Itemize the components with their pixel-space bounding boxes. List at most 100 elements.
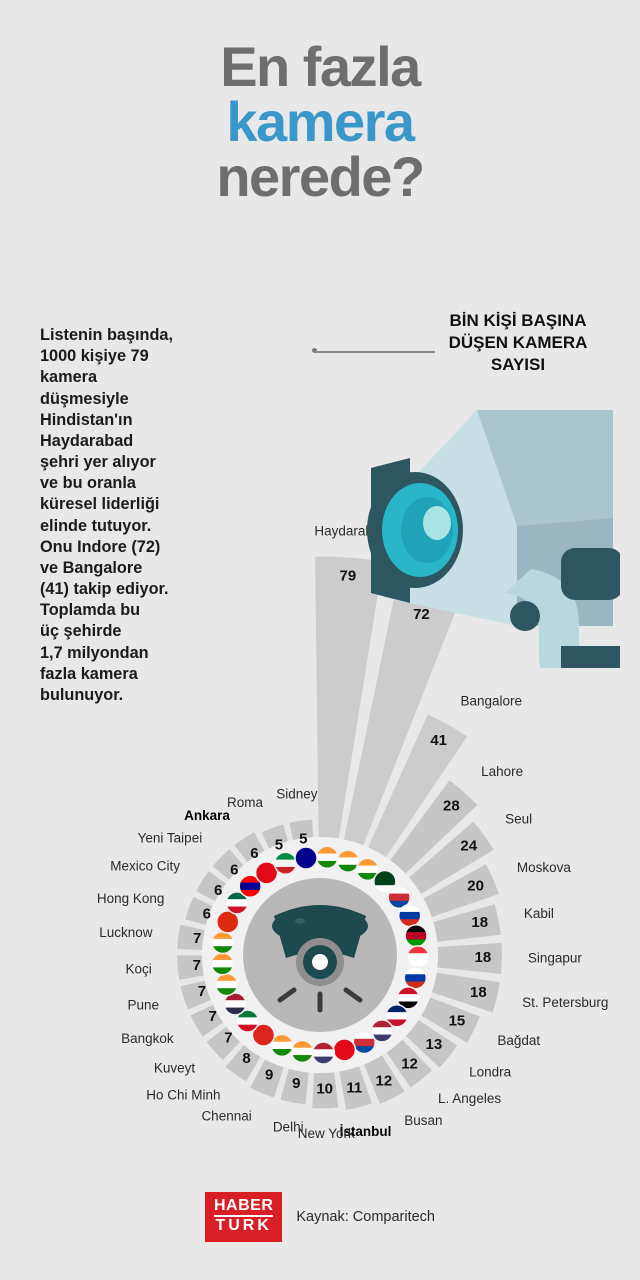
country-flag-icon [225, 891, 249, 915]
center-disc [202, 837, 438, 1073]
bar-wedge[interactable] [315, 556, 384, 839]
bar-city-label: Ankara [184, 808, 230, 823]
country-flag-icon [387, 885, 411, 909]
cctv-camera-illustration [367, 410, 620, 668]
country-flag-icon [214, 972, 239, 997]
page-title: En fazla kamera nerede? [0, 35, 640, 205]
bar-wedge[interactable] [423, 864, 499, 917]
bar-city-label: Yeni Taipei [138, 831, 203, 846]
country-flag-icon [404, 924, 428, 948]
bar-wedge[interactable] [386, 1039, 432, 1088]
bar-wedge[interactable] [250, 1059, 284, 1098]
bar-wedge[interactable] [390, 780, 478, 874]
bar-value-label: 18 [475, 949, 492, 966]
bar-wedge[interactable] [312, 1072, 339, 1109]
bar-city-label: Bangkok [121, 1031, 174, 1046]
country-flag-icon [397, 903, 422, 928]
bar-wedge[interactable] [289, 819, 314, 841]
footer: HABER TURK Kaynak: Comparitech [0, 1192, 640, 1242]
bar-city-label: New York [298, 1126, 355, 1141]
bar-value-label: 7 [224, 1029, 232, 1046]
bar-wedge[interactable] [431, 972, 500, 1013]
country-flag-icon [215, 910, 240, 934]
title-line-2: kamera [226, 89, 415, 153]
bar-value-label: 5 [299, 830, 307, 847]
country-flag-icon [211, 930, 235, 955]
title-line-1: En fazla [220, 35, 421, 98]
bar-city-label: Mexico City [110, 859, 180, 874]
bar-value-label: 24 [460, 837, 477, 854]
bar-value-label: 6 [250, 845, 258, 862]
bar-value-label: 12 [401, 1056, 418, 1073]
bar-wedge[interactable] [433, 904, 501, 942]
bar-wedge[interactable] [212, 849, 244, 880]
bar-wedge[interactable] [339, 1066, 372, 1110]
bar-value-label: 7 [198, 983, 206, 1000]
bar-wedge[interactable] [190, 1004, 224, 1037]
flag-ring [210, 845, 430, 1065]
leader-dot [312, 348, 317, 353]
bar-value-label: 20 [467, 878, 484, 895]
bar-city-label: Busan [404, 1113, 442, 1128]
bar-city-label: Chennai [201, 1109, 251, 1124]
bar-wedge[interactable] [421, 997, 480, 1043]
logo-line-1: HABER [213, 1197, 274, 1218]
country-flag-icon [254, 861, 279, 885]
bar-value-label: 5 [275, 837, 283, 854]
bar-wedge[interactable] [206, 1026, 240, 1060]
bar-city-label: Bangalore [461, 693, 523, 708]
bar-wedge[interactable] [180, 980, 211, 1010]
bar-wedge[interactable] [225, 1045, 261, 1082]
bar-wedge[interactable] [261, 824, 289, 849]
bar-value-label: 6 [230, 862, 238, 879]
country-flag-icon [370, 1019, 394, 1043]
bar-wedge[interactable] [343, 589, 458, 846]
bar-city-label: İstanbul [340, 1124, 392, 1139]
label-group: 79Haydarabad72Indore41Bangalore28Lahore2… [97, 523, 609, 1141]
country-flag-icon [270, 1033, 294, 1058]
bar-city-label: St. Petersburg [522, 995, 608, 1010]
country-flag-icon [332, 1038, 357, 1062]
bar-wedge[interactable] [196, 871, 226, 902]
bar-wedge[interactable] [368, 714, 468, 858]
bar-value-label: 6 [214, 882, 222, 899]
bar-wedge[interactable] [185, 896, 213, 925]
bar-city-label: Lucknow [99, 925, 153, 940]
country-flag-icon [235, 1009, 260, 1033]
country-flag-icon [238, 874, 262, 898]
bar-city-label: Lahore [481, 764, 523, 779]
bar-wedge[interactable] [364, 1055, 405, 1104]
bar-wedge[interactable] [280, 1068, 309, 1105]
country-flag-icon [385, 1004, 409, 1028]
bar-value-label: 79 [339, 568, 356, 585]
bar-city-label: Kabil [524, 906, 554, 921]
bar-value-label: 11 [346, 1080, 362, 1097]
country-flag-icon [396, 986, 420, 1010]
country-flag-icon [251, 1023, 276, 1047]
haberturk-logo[interactable]: HABER TURK [204, 1192, 283, 1242]
bar-value-label: 28 [443, 797, 460, 814]
bar-value-label: 15 [449, 1013, 466, 1030]
bar-value-label: 8 [242, 1050, 250, 1067]
country-flag-icon [273, 851, 298, 876]
bar-wedge[interactable] [437, 942, 502, 975]
bar-wedge[interactable] [408, 821, 494, 894]
bar-value-label: 13 [425, 1036, 442, 1053]
bar-city-label: Singapur [528, 951, 583, 966]
bar-wedge[interactable] [405, 1020, 457, 1068]
country-flag-icon [373, 869, 397, 894]
bar-value-label: 9 [265, 1067, 273, 1084]
bar-city-label: Londra [469, 1065, 512, 1080]
bar-value-label: 41 [430, 732, 447, 749]
bar-value-label: 9 [292, 1075, 300, 1092]
bar-value-label: 72 [413, 606, 430, 623]
bar-city-label: Sidney [276, 786, 318, 801]
bar-city-label: Hong Kong [97, 891, 165, 906]
bar-wedge[interactable] [177, 924, 205, 951]
country-flag-icon [352, 1030, 376, 1055]
bar-city-label: Kuveyt [154, 1060, 196, 1075]
dome-security-camera-icon [272, 905, 368, 1013]
bar-wedge[interactable] [177, 955, 204, 980]
bar-wedge[interactable] [234, 832, 265, 862]
bar-city-label: Roma [227, 795, 264, 810]
